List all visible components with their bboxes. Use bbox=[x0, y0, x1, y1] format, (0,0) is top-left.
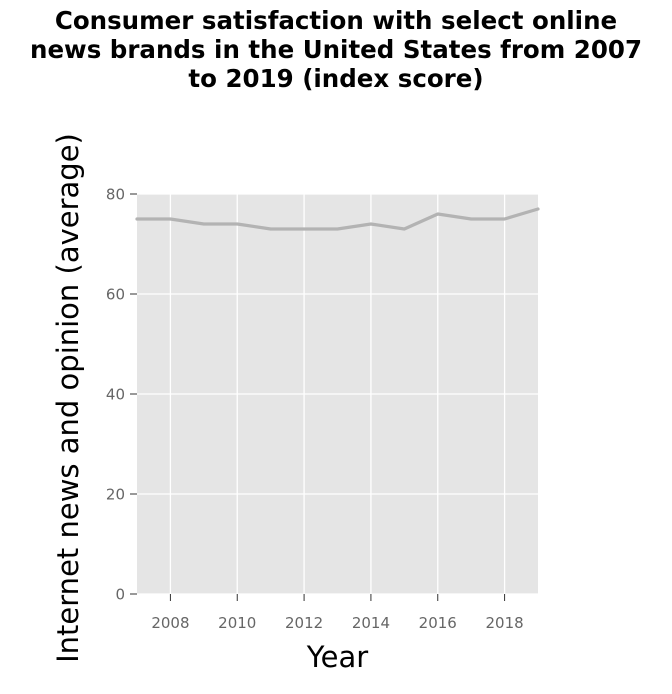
x-tick-label: 2018 bbox=[485, 614, 523, 632]
x-tick-label: 2012 bbox=[285, 614, 323, 632]
y-tick-label: 0 bbox=[115, 586, 125, 604]
x-axis-title: Year bbox=[306, 640, 368, 674]
y-axis-title: Internet news and opinion (average) bbox=[51, 133, 85, 663]
x-tick-label: 2014 bbox=[352, 614, 390, 632]
x-tick-label: 2010 bbox=[218, 614, 256, 632]
y-tick-label: 20 bbox=[106, 486, 125, 504]
y-tick-label: 60 bbox=[106, 286, 125, 304]
y-tick-label: 80 bbox=[106, 186, 125, 204]
y-tick-label: 40 bbox=[106, 386, 125, 404]
x-tick-label: 2016 bbox=[419, 614, 457, 632]
x-tick-label: 2008 bbox=[151, 614, 189, 632]
